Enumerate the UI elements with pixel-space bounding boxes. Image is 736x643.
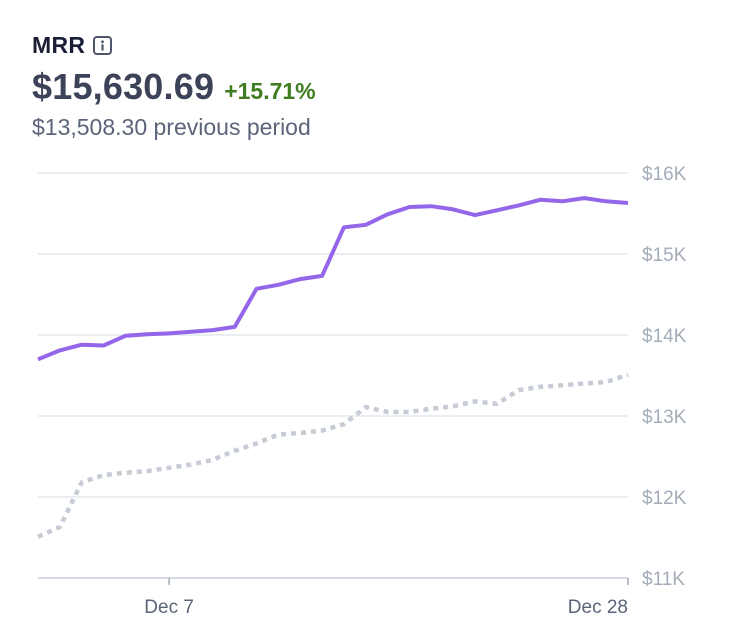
y-tick-label: $12K [642,488,687,509]
y-tick-label: $16K [642,164,687,185]
current-period-line [37,196,629,362]
previous-period-line [37,372,629,539]
metric-value: $15,630.69 [32,66,215,107]
y-tick-label: $13K [642,407,687,428]
y-tick-label: $14K [642,326,687,347]
metric-delta: +15.71% [224,78,316,104]
metric-header: MRR $15,630.69 +15.71% $13,508.30 previo… [32,30,316,141]
x-tick-label: Dec 7 [144,597,194,618]
x-tick-label: Dec 28 [568,597,628,618]
info-icon[interactable] [93,35,113,55]
previous-period-value: $13,508.30 previous period [32,114,311,140]
y-tick-label: $11K [642,569,685,590]
metric-title: MRR [32,31,86,58]
y-tick-label: $15K [642,245,687,266]
